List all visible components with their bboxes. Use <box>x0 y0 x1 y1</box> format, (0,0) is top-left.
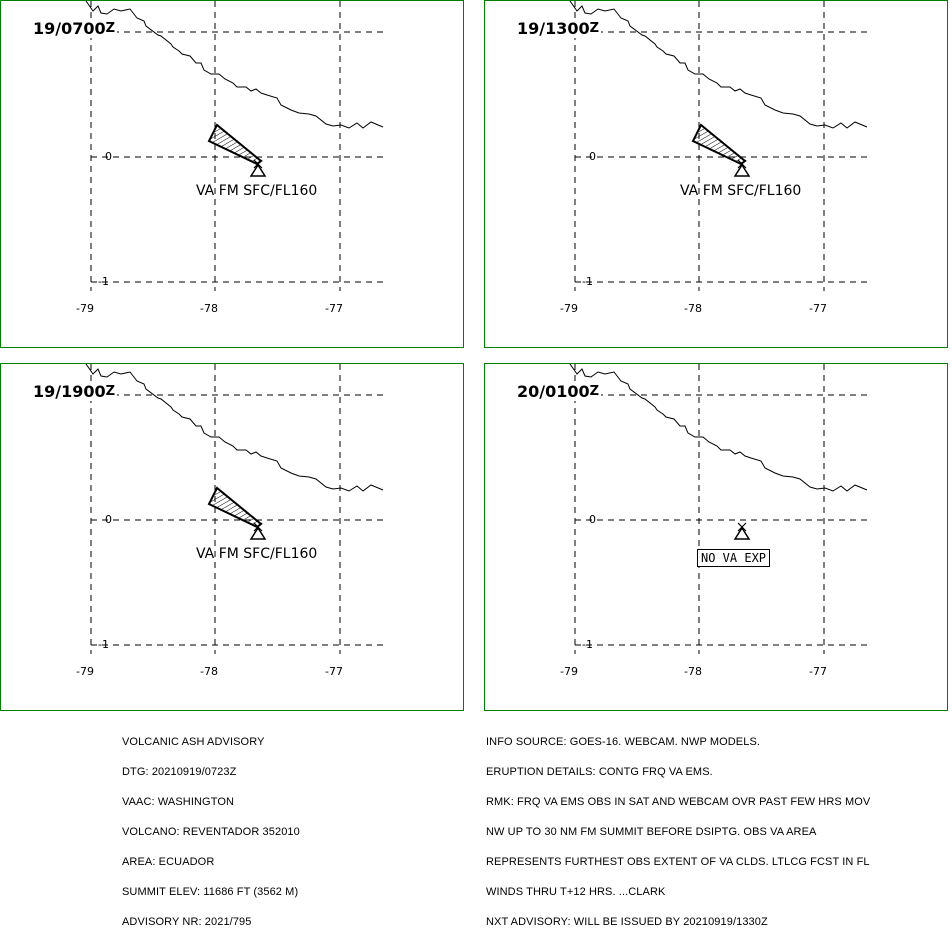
valid-time-suffix: Z <box>589 21 600 36</box>
longitude-label: -79 <box>76 302 94 315</box>
coastline <box>85 1 384 129</box>
longitude-label: -79 <box>560 302 578 315</box>
latitude-label: -1 <box>98 638 109 651</box>
advisory-line: INFO SOURCE: GOES-16. WEBCAM. NWP MODELS… <box>486 736 761 748</box>
ash-cloud-area <box>207 486 263 529</box>
map-canvas <box>85 1 387 291</box>
va-altitude-label: VA FM SFC/FL160 <box>680 183 802 199</box>
longitude-label: -78 <box>684 302 702 315</box>
valid-time-text: 19/0700 <box>33 19 106 38</box>
coastline <box>569 364 868 492</box>
map-canvas <box>85 364 387 654</box>
latitude-label: -1 <box>98 275 109 288</box>
volcano-icon <box>249 163 267 177</box>
eruption-mark-icon <box>253 522 263 532</box>
latitude-label: 0 <box>589 513 596 526</box>
advisory-line: NW UP TO 30 NM FM SUMMIT BEFORE DSIPTG. … <box>486 826 817 838</box>
latitude-label: -1 <box>582 275 593 288</box>
latitude-label: 0 <box>589 150 596 163</box>
advisory-line: VAAC: WASHINGTON <box>122 796 235 808</box>
advisory-right-block: INFO SOURCE: GOES-16. WEBCAM. NWP MODELS… <box>486 717 870 937</box>
advisory-line: VOLCANO: REVENTADOR 352010 <box>122 826 300 838</box>
eruption-mark-icon <box>253 159 263 169</box>
longitude-label: -78 <box>200 665 218 678</box>
valid-time-label: 19/1900Z <box>31 382 118 401</box>
advisory-line: VOLCANIC ASH ADVISORY <box>122 736 265 748</box>
volcano-icon <box>733 526 751 540</box>
volcano-icon <box>249 526 267 540</box>
latitude-label: 0 <box>105 513 112 526</box>
advisory-line: ADVISORY NR: 2021/795 <box>122 916 252 928</box>
map-canvas <box>569 1 871 291</box>
longitude-label: -78 <box>684 665 702 678</box>
valid-time-text: 19/1300 <box>517 19 590 38</box>
forecast-panel: 20/0100Z 0 -1 -79 -78 -77 NO VA EXP <box>484 363 948 711</box>
va-altitude-label: VA FM SFC/FL160 <box>196 183 318 199</box>
latitude-label: -1 <box>582 638 593 651</box>
coastline <box>85 364 384 492</box>
longitude-label: -78 <box>200 302 218 315</box>
longitude-label: -79 <box>560 665 578 678</box>
eruption-mark-icon <box>737 159 747 169</box>
advisory-line: WINDS THRU T+12 HRS. ...CLARK <box>486 886 666 898</box>
no-va-expected-label: NO VA EXP <box>697 549 771 567</box>
advisory-line: REPRESENTS FURTHEST OBS EXTENT OF VA CLD… <box>486 856 870 868</box>
valid-time-text: 19/1900 <box>33 382 106 401</box>
valid-time-label: 19/0700Z <box>31 19 118 38</box>
valid-time-text: 20/0100 <box>517 382 590 401</box>
advisory-line: RMK: FRQ VA EMS OBS IN SAT AND WEBCAM OV… <box>486 796 871 808</box>
ash-cloud-area <box>691 123 747 166</box>
coastline <box>569 1 868 129</box>
longitude-label: -77 <box>809 302 827 315</box>
valid-time-suffix: Z <box>589 384 600 399</box>
advisory-line: ERUPTION DETAILS: CONTG FRQ VA EMS. <box>486 766 713 778</box>
valid-time-label: 19/1300Z <box>515 19 602 38</box>
volcano-icon <box>733 163 751 177</box>
va-altitude-label: VA FM SFC/FL160 <box>196 546 318 562</box>
longitude-label: -77 <box>325 665 343 678</box>
forecast-panel: 19/1900Z 0 -1 -79 -78 -77 VA FM SFC/FL160 <box>0 363 464 711</box>
valid-time-suffix: Z <box>105 384 116 399</box>
map-canvas <box>569 364 871 654</box>
forecast-panel: 19/0700Z 0 -1 -79 -78 -77 VA FM SFC/FL160 <box>0 0 464 348</box>
advisory-left-block: VOLCANIC ASH ADVISORY DTG: 20210919/0723… <box>122 717 300 937</box>
valid-time-suffix: Z <box>105 21 116 36</box>
advisory-line: NXT ADVISORY: WILL BE ISSUED BY 20210919… <box>486 916 768 928</box>
longitude-label: -79 <box>76 665 94 678</box>
ash-cloud-area <box>207 123 263 166</box>
eruption-mark-icon <box>737 522 747 532</box>
forecast-panel: 19/1300Z 0 -1 -79 -78 -77 VA FM SFC/FL160 <box>484 0 948 348</box>
valid-time-label: 20/0100Z <box>515 382 602 401</box>
longitude-label: -77 <box>325 302 343 315</box>
advisory-line: AREA: ECUADOR <box>122 856 215 868</box>
advisory-line: SUMMIT ELEV: 11686 FT (3562 M) <box>122 886 299 898</box>
longitude-label: -77 <box>809 665 827 678</box>
advisory-line: DTG: 20210919/0723Z <box>122 766 237 778</box>
latitude-label: 0 <box>105 150 112 163</box>
